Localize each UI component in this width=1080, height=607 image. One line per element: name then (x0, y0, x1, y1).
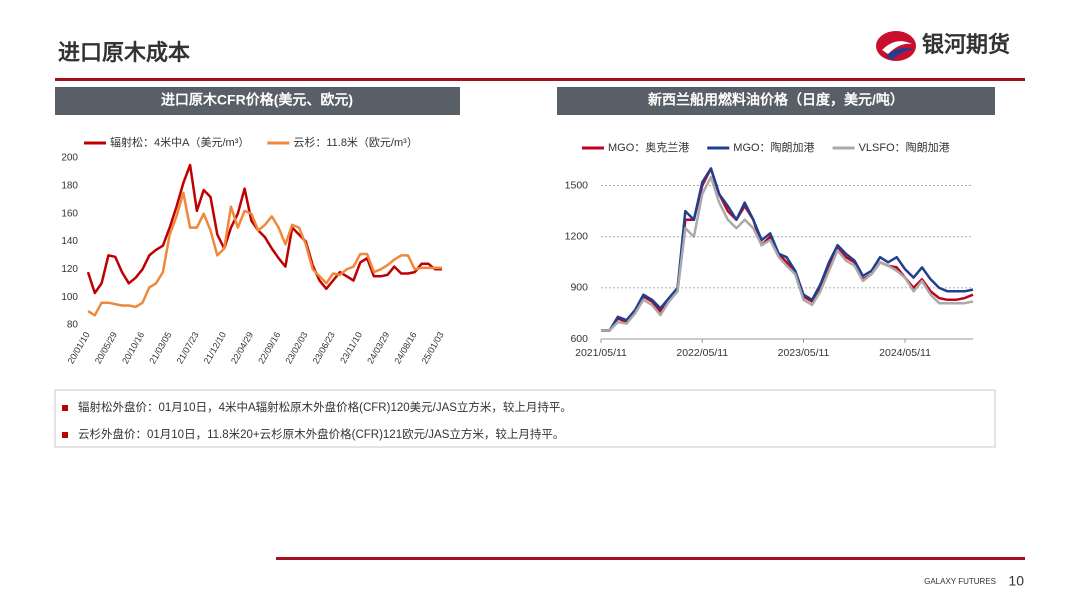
legend-label: MGO：奥克兰港 (608, 140, 689, 154)
y-tick-label: 140 (61, 236, 78, 247)
legend-label: 云杉：11.8米（欧元/m³） (293, 135, 417, 149)
x-tick-label: 2022/05/11 (676, 347, 728, 359)
x-tick-label: 23/02/03 (283, 330, 309, 365)
y-tick-label: 900 (570, 282, 588, 294)
y-tick-label: 120 (61, 264, 78, 275)
y-tick-label: 80 (67, 320, 79, 331)
x-tick-label: 24/08/16 (392, 330, 418, 365)
footer-brand: GALAXY FUTURES (924, 577, 996, 586)
x-tick-label: 21/12/10 (202, 330, 228, 365)
x-tick-label: 2021/05/11 (575, 347, 627, 359)
series-line (601, 175, 974, 332)
bullet (62, 432, 68, 438)
x-tick-label: 23/11/10 (338, 330, 364, 365)
header-rule (55, 78, 1025, 81)
legend-label: MGO：陶朗加港 (733, 140, 814, 154)
y-tick-label: 180 (61, 180, 78, 191)
note: 云杉外盘价：01月10日，11.8米20+云杉原木外盘价格(CFR)121欧元/… (78, 427, 564, 441)
x-tick-label: 21/03/05 (147, 330, 173, 365)
x-tick-label: 22/04/29 (229, 330, 255, 365)
x-tick-label: 20/10/16 (120, 330, 146, 365)
chart-title-bar (557, 87, 995, 115)
series-line (87, 191, 442, 317)
series-line (601, 167, 974, 332)
y-tick-label: 200 (61, 153, 78, 164)
logo: 银河期货 (876, 31, 1010, 61)
legend-label: VLSFO：陶朗加港 (859, 140, 950, 154)
x-tick-label: 25/01/03 (420, 330, 446, 365)
x-tick-label: 23/06/23 (311, 330, 337, 365)
chart-title: 进口原木CFR价格(美元、欧元) (161, 92, 353, 108)
page-title: 进口原木成本 (58, 40, 190, 65)
y-tick-label: 600 (570, 333, 588, 345)
x-tick-label: 20/01/10 (66, 330, 92, 365)
notes-box (54, 389, 996, 448)
note: 辐射松外盘价：01月10日，4米中A辐射松原木外盘价格(CFR)120美元/JA… (78, 400, 572, 414)
y-tick-label: 160 (61, 208, 78, 219)
x-tick-label: 2024/05/11 (879, 347, 931, 359)
x-tick-label: 2023/05/11 (778, 347, 830, 359)
legend-label: 辐射松：4米中A（美元/m³） (110, 135, 249, 149)
logo-text: 银河期货 (922, 32, 1010, 57)
chart-title-bar (55, 87, 460, 115)
series-line (86, 163, 442, 295)
y-tick-label: 1500 (565, 179, 589, 191)
page-number: 10 (1008, 573, 1024, 589)
x-tick-label: 24/03/29 (365, 330, 391, 365)
chart-title: 新西兰船用燃料油价格（日度，美元/吨） (648, 92, 904, 108)
logo-swoosh (882, 41, 912, 54)
x-tick-label: 20/05/29 (93, 330, 119, 365)
y-tick-label: 100 (61, 292, 78, 303)
x-tick-label: 22/09/16 (256, 330, 282, 365)
y-tick-label: 1200 (565, 230, 589, 242)
x-tick-label: 21/07/23 (175, 330, 201, 365)
logo-swoosh (886, 48, 914, 60)
footer-rule (276, 557, 1025, 560)
bullet (62, 405, 68, 411)
